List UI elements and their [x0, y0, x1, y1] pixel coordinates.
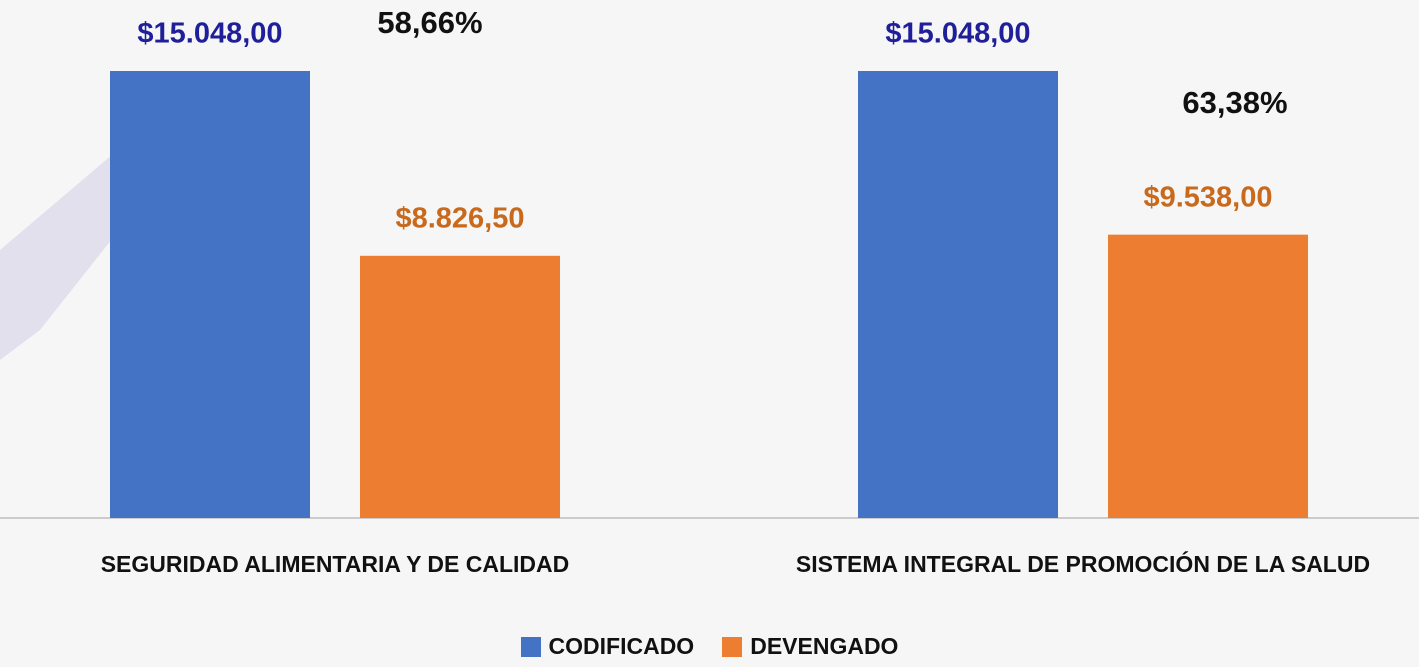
value-label: $8.826,50 — [395, 202, 524, 234]
value-label: $15.048,00 — [137, 18, 282, 50]
legend-label: DEVENGADO — [750, 633, 899, 659]
percentage-annotation: 63,38% — [1182, 85, 1287, 120]
bar — [1108, 234, 1308, 518]
legend-swatch — [722, 636, 743, 657]
value-label: $9.538,00 — [1143, 181, 1272, 213]
legend: CODIFICADO DEVENGADO — [0, 633, 1419, 660]
bar — [360, 255, 560, 518]
bar — [858, 71, 1058, 518]
x-tick-label: SISTEMA INTEGRAL DE PROMOCIÓN DE LA SALU… — [795, 551, 1371, 577]
legend-swatch — [520, 636, 541, 657]
value-label: $15.048,00 — [885, 18, 1030, 50]
percentage-annotation: 58,66% — [377, 5, 482, 40]
x-tick-label: SEGURIDAD ALIMENTARIA Y DE CALIDAD — [100, 551, 570, 577]
legend-item: CODIFICADO — [520, 633, 695, 660]
bar — [110, 71, 310, 518]
legend-label: CODIFICADO — [548, 633, 695, 659]
legend-item: DEVENGADO — [722, 633, 898, 660]
